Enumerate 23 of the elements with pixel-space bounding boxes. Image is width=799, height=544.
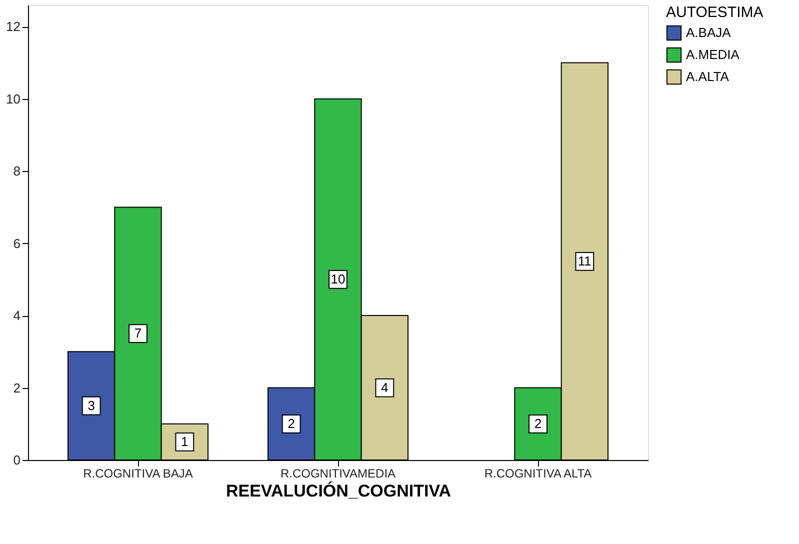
legend-title: AUTOESTIMA: [666, 4, 764, 21]
y-tick-label: 4: [13, 308, 20, 324]
y-tick-label: 10: [6, 91, 20, 106]
data-label: 2: [288, 416, 295, 431]
y-tick-label: 8: [13, 164, 20, 179]
data-label: 7: [134, 326, 142, 341]
data-label: 10: [330, 271, 346, 286]
x-tick-label: R.COGNITIVAMEDIA: [280, 466, 396, 480]
data-label: 1: [181, 434, 188, 449]
legend-label: A.MEDIA: [686, 47, 740, 62]
y-tick-label: 6: [13, 236, 20, 251]
x-axis-title: REEVALUCIÓN_COGNITIVA: [226, 480, 452, 500]
legend-label: A.BAJA: [686, 25, 732, 40]
y-tick-label: 2: [13, 380, 20, 396]
data-label: 11: [578, 253, 592, 268]
x-tick-label: R.COGNITIVA BAJA: [83, 466, 193, 480]
data-label: 4: [381, 380, 388, 395]
y-tick-label: 0: [13, 452, 20, 468]
data-label: 3: [88, 398, 95, 413]
y-tick-label: 12: [6, 19, 20, 34]
legend-label: A.ALTA: [686, 69, 730, 84]
x-tick-label: R.COGNITIVA ALTA: [484, 466, 592, 480]
data-label: 2: [534, 416, 542, 431]
